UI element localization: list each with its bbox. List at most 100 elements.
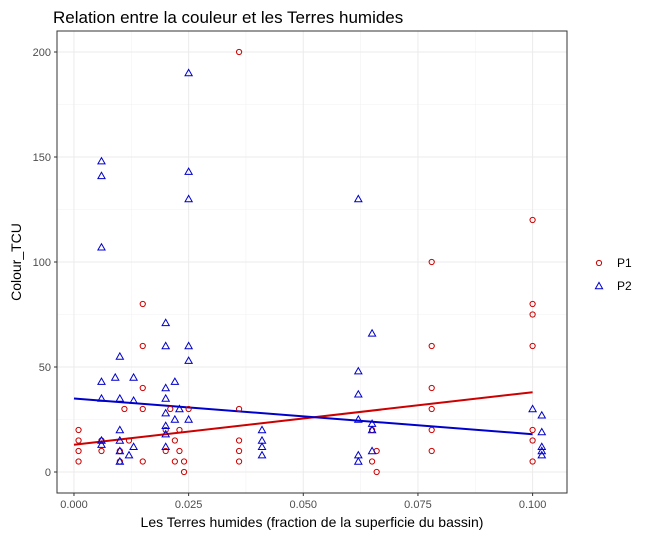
p2-point <box>115 425 125 434</box>
p2-point <box>537 442 547 450</box>
p1-point <box>235 48 243 56</box>
y-tick-label: 150 <box>33 152 51 164</box>
p2-point <box>367 328 377 337</box>
p2-point <box>353 366 363 375</box>
p1-point <box>235 447 243 455</box>
x-tick-label: 0.000 <box>60 499 88 511</box>
legend-label-p1: P1 <box>617 256 632 270</box>
p1-point <box>529 437 536 444</box>
x-tick-label: 0.025 <box>175 499 203 511</box>
legend-label-p2: P2 <box>617 279 632 293</box>
x-axis-ticks: 0.000 0.025 0.050 0.075 0.100 <box>60 493 546 511</box>
x-tick-label: 0.075 <box>404 499 432 511</box>
p2-point <box>257 435 267 444</box>
p1-point <box>125 437 133 444</box>
p2-point <box>115 435 125 444</box>
p1-point <box>180 468 188 476</box>
p2-point <box>97 242 106 251</box>
p2-point <box>367 425 377 434</box>
p2-point <box>115 351 125 360</box>
p2-point <box>129 372 139 381</box>
p1-point <box>162 447 169 455</box>
p2-point <box>353 389 363 398</box>
p2-point <box>537 427 547 436</box>
y-tick-label: 100 <box>33 257 51 269</box>
y-axis-label: Colour_TCU <box>8 223 24 301</box>
p2-point <box>353 194 363 203</box>
p2-point <box>97 156 106 165</box>
p1-point <box>368 458 376 465</box>
y-tick-label: 50 <box>39 362 51 374</box>
x-tick-label: 0.100 <box>519 499 547 511</box>
p2-point <box>161 429 171 438</box>
y-tick-label: 0 <box>45 467 51 479</box>
p2-point <box>170 414 180 423</box>
p1-point <box>185 405 192 413</box>
p2-point <box>97 435 106 444</box>
trend-lines <box>73 391 533 446</box>
p1-point <box>428 426 435 434</box>
p2-point <box>115 393 125 402</box>
p1-point <box>428 258 435 266</box>
p1-point <box>75 447 82 455</box>
legend-key-p2 <box>594 281 604 290</box>
p1-point <box>529 300 536 308</box>
p1-point <box>139 342 146 350</box>
p2-point <box>161 408 171 417</box>
p1-point <box>167 405 174 413</box>
p2-point <box>161 383 171 392</box>
p2-point <box>161 318 171 327</box>
p1-point <box>235 458 243 465</box>
p2-point <box>115 456 125 465</box>
p1-point <box>75 437 82 444</box>
p2-point <box>353 456 363 465</box>
p2-point <box>161 421 171 429</box>
p2-point <box>537 446 547 455</box>
p1-point <box>529 426 536 434</box>
legend-key-p1 <box>595 259 603 267</box>
p1-point <box>171 437 178 444</box>
legend: P1 P2 <box>594 256 632 293</box>
p1-point <box>176 426 183 434</box>
grid <box>57 31 567 493</box>
p1-point <box>529 342 536 350</box>
p2-point <box>184 68 194 77</box>
p1-point <box>171 458 178 465</box>
p1-point <box>139 405 146 413</box>
p2-point <box>97 171 106 180</box>
p1-trend-line <box>73 391 533 446</box>
p2-point <box>161 393 171 402</box>
p2-point <box>124 450 134 459</box>
p2-point <box>161 341 171 350</box>
p2-point <box>97 377 106 385</box>
p1-point <box>428 447 435 455</box>
p1-point <box>139 458 146 465</box>
p1-point <box>529 216 536 224</box>
p1-point <box>529 311 536 318</box>
p1-point <box>139 384 146 392</box>
p1-point <box>428 384 435 392</box>
p1-point <box>98 447 105 455</box>
p1-point <box>121 405 128 413</box>
x-tick-label: 0.050 <box>290 499 318 511</box>
chart-title: Relation entre la couleur et les Terres … <box>53 8 403 27</box>
data-points <box>75 48 547 476</box>
p2-point <box>184 414 194 423</box>
p1-point <box>180 458 188 465</box>
p1-point <box>176 447 183 455</box>
p2-point <box>184 194 194 203</box>
p2-point <box>184 356 194 364</box>
p1-point <box>428 342 435 350</box>
p2-point <box>257 450 267 459</box>
p2-point <box>170 377 180 385</box>
p1-point <box>235 405 243 413</box>
x-axis-label: Les Terres humides (fraction de la super… <box>141 514 484 530</box>
p2-point <box>528 404 538 413</box>
p2-point <box>257 442 267 450</box>
p2-point <box>367 419 377 427</box>
p1-point <box>235 437 243 444</box>
p2-trend-line <box>73 397 533 436</box>
p2-point <box>537 410 547 419</box>
p1-point <box>75 426 82 434</box>
